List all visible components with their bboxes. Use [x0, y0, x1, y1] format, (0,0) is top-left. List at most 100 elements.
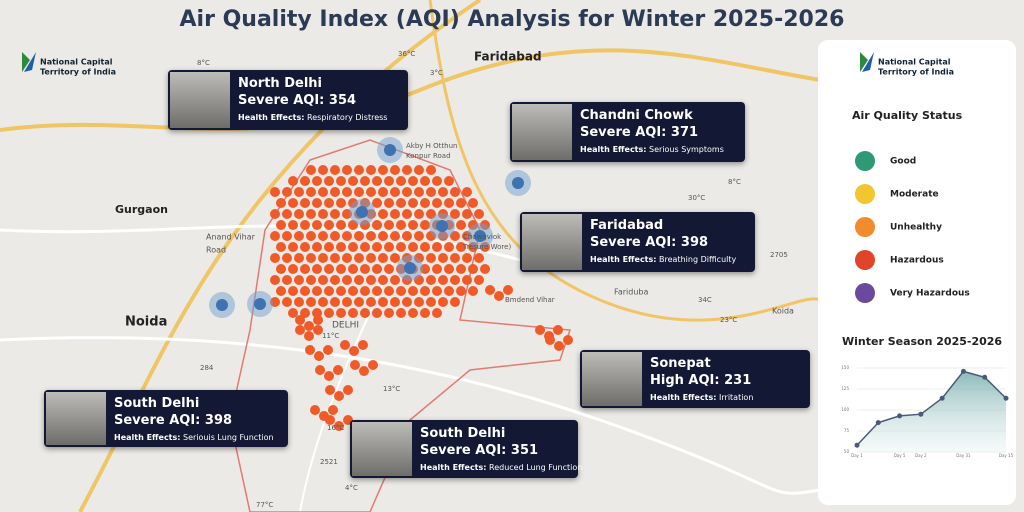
- pollution-dot: [270, 275, 280, 285]
- monitor-point: [384, 144, 396, 156]
- pollution-dot: [288, 220, 298, 230]
- pollution-dot: [432, 308, 442, 318]
- pollution-dot: [372, 286, 382, 296]
- pollution-dot: [426, 275, 436, 285]
- aqi-value: 231: [724, 373, 752, 388]
- pollution-dot: [306, 187, 316, 197]
- logo-text: National Capital: [878, 58, 951, 67]
- pollution-dot: [304, 331, 314, 341]
- pollution-dot: [420, 242, 430, 252]
- pollution-dot: [408, 198, 418, 208]
- legend-swatch: [855, 151, 875, 171]
- logo-text: Territory of India: [40, 68, 116, 77]
- pollution-dot: [312, 198, 322, 208]
- x-tick-label: Day 5: [894, 453, 906, 458]
- monitor-point: [404, 262, 416, 274]
- pollution-dot: [306, 275, 316, 285]
- pollution-dot: [330, 209, 340, 219]
- pollution-dot: [366, 253, 376, 263]
- pollution-dot: [366, 231, 376, 241]
- callout: North Delhi Severe AQI: 354 Health Effects…: [168, 70, 408, 130]
- aqi-value: 398: [680, 235, 709, 250]
- pollution-dot: [384, 198, 394, 208]
- pollution-dot: [372, 242, 382, 252]
- pollution-dot: [300, 264, 310, 274]
- map-label: 4°C: [345, 484, 358, 492]
- pollution-dot: [414, 209, 424, 219]
- pollution-dot: [372, 308, 382, 318]
- pollution-dot: [420, 308, 430, 318]
- pollution-dot: [282, 209, 292, 219]
- map-label: 34C: [698, 296, 712, 304]
- pollution-dot: [315, 365, 325, 375]
- pollution-dot: [384, 308, 394, 318]
- effects-text: Reduced Lung Function: [489, 463, 583, 472]
- pollution-dot: [462, 253, 472, 263]
- pollution-dot: [336, 242, 346, 252]
- pollution-dot: [336, 286, 346, 296]
- pollution-dot: [294, 187, 304, 197]
- pollution-dot: [432, 198, 442, 208]
- x-tick-label: Day 31: [956, 453, 971, 458]
- line-path: [856, 370, 1007, 446]
- pollution-dot: [342, 165, 352, 175]
- monitor-point: [216, 299, 228, 311]
- pollution-dot: [384, 176, 394, 186]
- pollution-dot: [330, 253, 340, 263]
- pollution-dot: [408, 220, 418, 230]
- pollution-dot: [300, 220, 310, 230]
- map-label: DELHI: [332, 321, 359, 331]
- pollution-dot: [420, 220, 430, 230]
- y-tick-label: 150: [841, 365, 849, 370]
- pollution-dot: [444, 176, 454, 186]
- pollution-dot: [318, 253, 328, 263]
- pollution-dot: [553, 325, 563, 335]
- pollution-dot: [396, 198, 406, 208]
- page-title: Air Quality Index (AQI) Analysis for Win…: [180, 7, 845, 32]
- pollution-dot: [438, 253, 448, 263]
- legend-label: Hazardous: [890, 256, 944, 266]
- pollution-dot: [414, 231, 424, 241]
- logo-icon: [860, 52, 868, 72]
- callout-location: South Delhi: [114, 396, 200, 411]
- y-tick-label: 50: [844, 449, 850, 454]
- pollution-dot: [432, 286, 442, 296]
- pollution-dot: [390, 231, 400, 241]
- legend-title: Air Quality Status: [852, 109, 963, 122]
- pollution-dot: [282, 275, 292, 285]
- callout-location: North Delhi: [238, 76, 322, 91]
- map-label: 16°C: [327, 424, 344, 432]
- line-point: [918, 411, 924, 417]
- pollution-dot: [378, 187, 388, 197]
- pollution-dot: [354, 231, 364, 241]
- callout-aqi: High AQI: 231: [650, 373, 751, 388]
- pollution-dot: [450, 209, 460, 219]
- pollution-dot: [545, 335, 555, 345]
- pollution-dot: [325, 385, 335, 395]
- aqi-status: Severe AQI:: [114, 413, 201, 428]
- pollution-dot: [360, 242, 370, 252]
- pollution-dot: [312, 220, 322, 230]
- map-label: 8°C: [197, 59, 210, 67]
- pollution-dot: [360, 308, 370, 318]
- pollution-dot: [456, 242, 466, 252]
- pollution-dot: [450, 187, 460, 197]
- pollution-dot: [270, 253, 280, 263]
- monitor-point: [356, 206, 368, 218]
- callout: Faridabad Severe AQI: 398 Health Effects: …: [520, 212, 755, 272]
- pollution-dot: [348, 176, 358, 186]
- pollution-dot: [306, 209, 316, 219]
- pollution-dot: [360, 176, 370, 186]
- effects-label: Health Effects:: [650, 393, 717, 402]
- pollution-dot: [554, 341, 564, 351]
- x-tick-label: Day 1: [851, 453, 863, 458]
- pollution-dot: [276, 264, 286, 274]
- pollution-dot: [312, 242, 322, 252]
- callout-photo: [170, 72, 230, 128]
- pollution-dot: [414, 297, 424, 307]
- pollution-dot: [420, 198, 430, 208]
- pollution-dot: [318, 187, 328, 197]
- pollution-dot: [328, 405, 338, 415]
- pollution-dot: [378, 209, 388, 219]
- pollution-dot: [366, 165, 376, 175]
